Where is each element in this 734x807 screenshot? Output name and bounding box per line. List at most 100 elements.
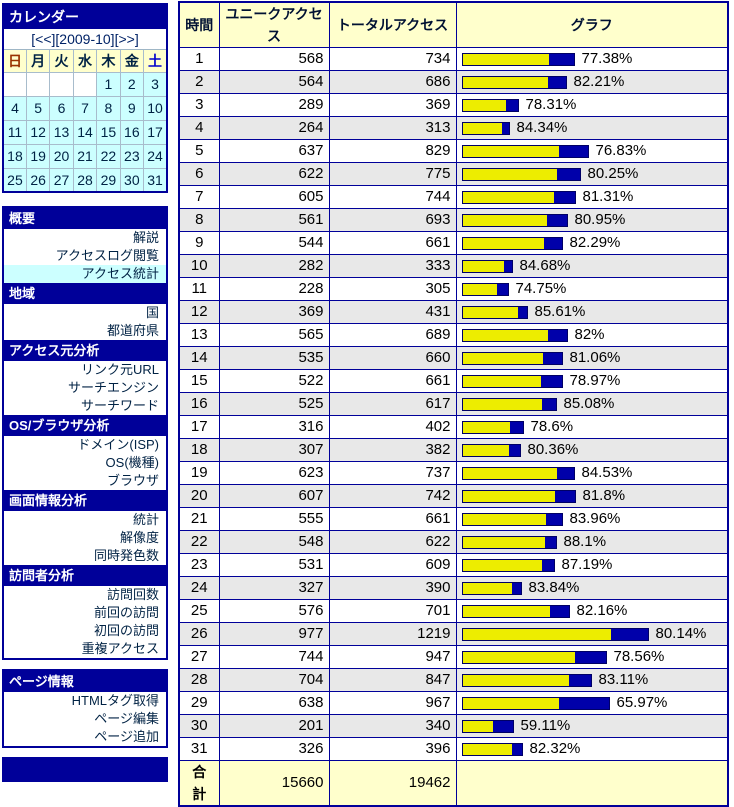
calendar-day[interactable]: 1 [96, 71, 121, 97]
calendar-day[interactable]: 29 [96, 167, 121, 193]
graph-cell: 82.21% [455, 70, 729, 94]
sidebar-item[interactable]: 重複アクセス [81, 641, 159, 656]
calendar-day-empty [2, 71, 27, 97]
percentage-label: 85.08% [563, 395, 615, 412]
calendar-prev-month-link[interactable]: [<<] [31, 30, 56, 47]
calendar-day[interactable]: 24 [143, 143, 168, 169]
unique-ratio-segment [462, 582, 512, 594]
calendar-day[interactable]: 21 [72, 143, 98, 169]
graph-bar-wrap: 81.8% [461, 485, 723, 507]
sidebar-item[interactable]: 初回の訪問 [93, 623, 159, 638]
percentage-label: 78.56% [613, 648, 665, 665]
table-row: 2 564 686 82.21% [178, 70, 729, 94]
sidebar-item[interactable]: サーチエンジン [67, 380, 159, 395]
calendar-day[interactable]: 12 [25, 119, 51, 145]
calendar-day[interactable]: 15 [96, 119, 121, 145]
calendar-day[interactable]: 2 [119, 71, 145, 97]
total-access-cell: 742 [328, 484, 457, 508]
graph-bar-wrap: 82% [461, 324, 723, 346]
unique-ratio-segment [462, 559, 542, 571]
calendar-day[interactable]: 17 [143, 119, 168, 145]
unique-access-cell: 555 [218, 507, 330, 531]
sidebar-item[interactable]: 訪問回数 [106, 587, 159, 602]
calendar-day[interactable]: 20 [49, 143, 74, 169]
table-row: 23 531 609 87.19% [178, 553, 729, 577]
calendar-day[interactable]: 16 [119, 119, 145, 145]
calendar-day[interactable]: 22 [96, 143, 121, 169]
calendar-day[interactable]: 31 [143, 167, 168, 193]
calendar-day[interactable]: 11 [2, 119, 27, 145]
calendar-day[interactable]: 5 [25, 95, 51, 121]
calendar-day[interactable]: 26 [25, 167, 51, 193]
calendar-day[interactable]: 14 [72, 119, 98, 145]
graph-cell: 84.53% [455, 461, 729, 485]
unique-access-cell: 744 [218, 645, 330, 669]
sidebar-item[interactable]: ページ追加 [94, 729, 159, 744]
remainder-ratio-segment [540, 375, 562, 387]
sidebar-item[interactable]: ページ編集 [94, 711, 159, 726]
calendar-day[interactable]: 6 [49, 95, 74, 121]
percentage-label: 74.75% [515, 280, 567, 297]
total-graph-cell-empty [455, 760, 729, 807]
calendar-day[interactable]: 18 [2, 143, 27, 169]
calendar-day[interactable]: 10 [143, 95, 168, 121]
unique-ratio-segment [462, 490, 555, 502]
table-row: 11 228 305 74.75% [178, 277, 729, 301]
remainder-ratio-segment [509, 421, 523, 433]
total-access-cell: 661 [328, 231, 457, 255]
sidebar-item[interactable]: 統計 [132, 512, 159, 527]
calendar-week-row: 4 5 6 7 8 9 10 [2, 95, 168, 121]
sidebar-item[interactable]: 前回の訪問 [93, 605, 159, 620]
sidebar-item[interactable]: HTMLタグ取得 [71, 693, 159, 708]
sidebar-item[interactable]: ブラウザ [106, 473, 159, 488]
sidebar-item[interactable]: 解説 [132, 230, 159, 245]
percentage-label: 84.53% [581, 464, 633, 481]
graph-cell: 85.61% [455, 300, 729, 324]
sidebar-item[interactable]: ドメイン(ISP) [77, 437, 159, 452]
hour-cell: 12 [178, 300, 220, 324]
unique-ratio-segment [462, 283, 497, 295]
access-ratio-bar [461, 190, 576, 204]
calendar-day[interactable]: 8 [96, 95, 121, 121]
calendar-day[interactable]: 19 [25, 143, 51, 169]
hour-cell: 9 [178, 231, 220, 255]
sidebar-item[interactable]: 国 [145, 305, 159, 320]
calendar-day[interactable]: 25 [2, 167, 27, 193]
total-access-cell: 737 [328, 461, 457, 485]
unique-access-cell: 561 [218, 208, 330, 232]
sidebar-item[interactable]: OS(機種) [105, 455, 159, 470]
access-ratio-bar [461, 443, 521, 457]
remainder-ratio-segment [547, 329, 567, 341]
unique-access-cell: 326 [218, 737, 330, 761]
percentage-label: 76.83% [595, 142, 647, 159]
sidebar-item[interactable]: 都道府県 [106, 323, 159, 338]
calendar-day[interactable]: 23 [119, 143, 145, 169]
sidebar-item[interactable]: アクセス統計 [4, 265, 166, 283]
sidebar-item[interactable]: サーチワード [80, 398, 159, 413]
calendar-day[interactable]: 4 [2, 95, 27, 121]
calendar-day[interactable]: 7 [72, 95, 98, 121]
graph-cell: 76.83% [455, 139, 729, 163]
sidebar-item[interactable]: 解像度 [119, 530, 159, 545]
percentage-label: 83.11% [598, 671, 649, 688]
unique-access-cell: 565 [218, 323, 330, 347]
calendar-next-month-link[interactable]: [>>] [114, 30, 139, 47]
calendar-days: 1 2 3 4 5 6 7 8 9 10 11 12 13 14 15 16 17 18 19 20 21 22 23 24 2… [2, 71, 168, 193]
hour-cell: 5 [178, 139, 220, 163]
graph-bar-wrap: 83.96% [461, 508, 723, 530]
remainder-ratio-segment [574, 651, 606, 663]
calendar-day[interactable]: 9 [119, 95, 145, 121]
unique-access-cell: 535 [218, 346, 330, 370]
sidebar-item[interactable]: 同時発色数 [93, 548, 159, 563]
hour-cell: 22 [178, 530, 220, 554]
unique-ratio-segment [462, 375, 541, 387]
calendar-day[interactable]: 27 [49, 167, 74, 193]
graph-cell: 81.31% [455, 185, 729, 209]
sidebar-item[interactable]: リンク元URL [80, 362, 159, 377]
calendar-day[interactable]: 13 [49, 119, 74, 145]
calendar-day[interactable]: 30 [119, 167, 145, 193]
calendar-day[interactable]: 3 [143, 71, 168, 97]
sidebar-item[interactable]: アクセスログ閲覧 [55, 248, 159, 263]
calendar-day[interactable]: 28 [72, 167, 98, 193]
percentage-label: 65.97% [616, 694, 668, 711]
